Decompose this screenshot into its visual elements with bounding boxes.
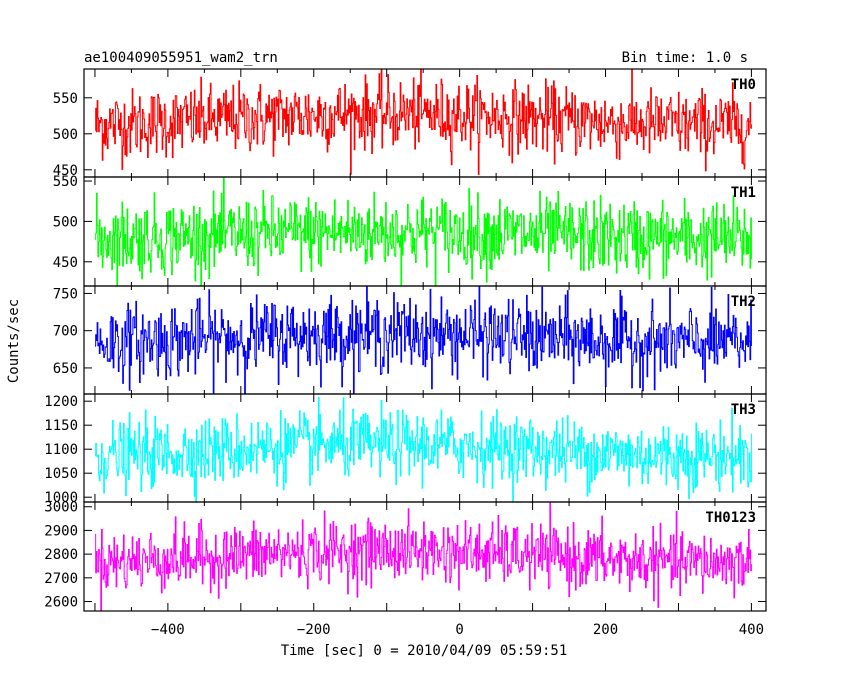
y-tick-label: 1100 — [44, 442, 78, 458]
y-axis-label: Counts/sec — [6, 299, 22, 383]
y-tick-label: 650 — [53, 361, 78, 377]
x-tick-label: 200 — [593, 622, 618, 638]
x-tick-label: 400 — [739, 622, 764, 638]
y-tick-label: 2900 — [44, 523, 78, 539]
y-tick-label: 1000 — [44, 490, 78, 506]
y-tick-label: 1050 — [44, 466, 78, 482]
x-tick-label: −200 — [297, 622, 331, 638]
y-tick-label: 450 — [53, 163, 78, 179]
y-tick-label: 700 — [53, 324, 78, 340]
panel-frame — [83, 501, 767, 612]
y-tick-label: 550 — [53, 91, 78, 107]
series-label-th0123: TH0123 — [705, 510, 756, 526]
y-tick-label: 2700 — [44, 571, 78, 587]
y-tick-label: 1200 — [44, 394, 78, 410]
y-tick-label: 2800 — [44, 547, 78, 563]
y-tick-label: 500 — [53, 127, 78, 143]
series-line-th0 — [94, 69, 752, 175]
bin-time-label: Bin time: 1.0 s — [622, 50, 748, 66]
y-tick-label: 500 — [53, 214, 78, 230]
series-label-th0: TH0 — [731, 77, 756, 93]
y-tick-label: 3000 — [44, 500, 78, 516]
y-tick-label: 450 — [53, 255, 78, 271]
series-line-th3 — [94, 397, 752, 502]
series-line-th0123 — [94, 502, 752, 611]
series-label-th2: TH2 — [731, 294, 756, 310]
x-axis-label: Time [sec] 0 = 2010/04/09 05:59:51 — [281, 643, 568, 659]
y-tick-label: 2600 — [44, 595, 78, 611]
series-label-th3: TH3 — [731, 402, 756, 418]
panels: 450 500 550 TH0 450 500 550 TH1 650 700 750 TH2 1000… — [44, 68, 767, 638]
panel-th0: 450 500 550 TH0 — [53, 68, 767, 179]
x-tick-label: −400 — [151, 622, 185, 638]
y-tick-label: 550 — [53, 174, 78, 190]
x-tick-label: 0 — [455, 622, 463, 638]
panel-th2: 650 700 750 TH2 — [53, 285, 767, 395]
y-tick-label: 750 — [53, 286, 78, 302]
panel-th3: 1000 1050 1100 1150 1200 TH3 — [44, 393, 767, 506]
series-line-th2 — [94, 286, 752, 394]
series-label-th1: TH1 — [731, 185, 756, 201]
panel-th0123: 2600 2700 2800 2900 3000 TH0123 — [44, 500, 767, 612]
chart-title: ae100409055951_wam2_trn — [84, 50, 278, 66]
y-tick-label: 1150 — [44, 418, 78, 434]
panel-th1: 450 500 550 TH1 — [53, 174, 767, 287]
series-line-th1 — [94, 177, 752, 286]
